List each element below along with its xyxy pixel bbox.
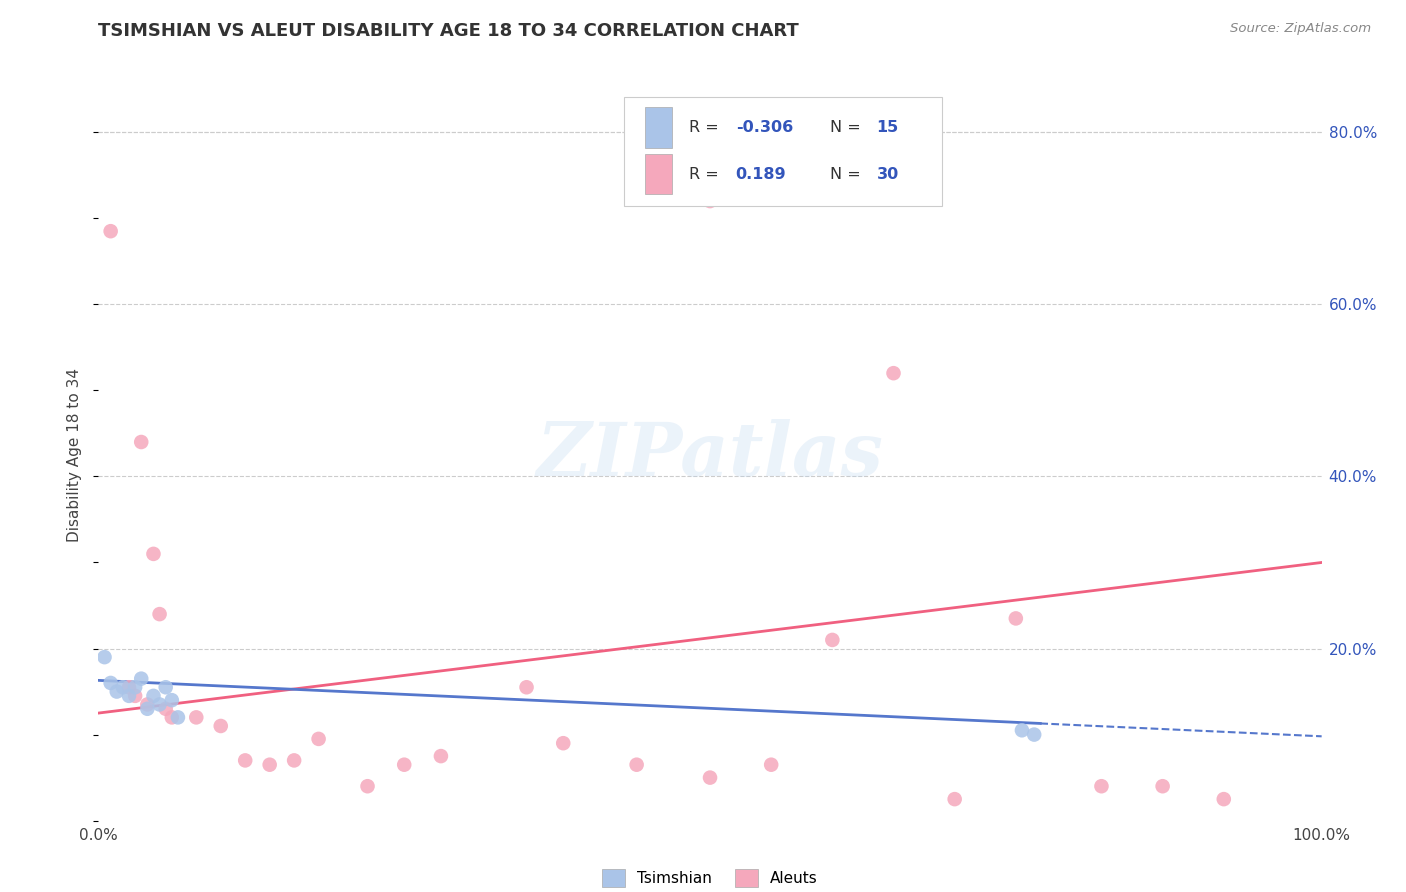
Text: 30: 30 xyxy=(876,168,898,182)
Point xyxy=(430,749,453,764)
Point xyxy=(93,650,115,665)
Text: TSIMSHIAN VS ALEUT DISABILITY AGE 18 TO 34 CORRELATION CHART: TSIMSHIAN VS ALEUT DISABILITY AGE 18 TO … xyxy=(98,22,799,40)
Point xyxy=(118,680,141,694)
Point xyxy=(1004,611,1026,625)
FancyBboxPatch shape xyxy=(645,108,672,148)
Text: N =: N = xyxy=(830,120,866,136)
Point xyxy=(100,676,122,690)
Point xyxy=(699,771,721,785)
Point xyxy=(1090,779,1112,793)
FancyBboxPatch shape xyxy=(624,96,942,206)
Point xyxy=(111,680,134,694)
Text: 15: 15 xyxy=(876,120,898,136)
Text: R =: R = xyxy=(689,120,724,136)
Point xyxy=(515,680,537,694)
Text: -0.306: -0.306 xyxy=(735,120,793,136)
Point xyxy=(1024,728,1046,742)
Point xyxy=(160,710,183,724)
Point xyxy=(142,689,165,703)
Point xyxy=(233,753,256,767)
Point xyxy=(209,719,232,733)
Point xyxy=(1011,723,1033,738)
Point xyxy=(149,698,172,712)
Point xyxy=(308,731,330,746)
Point xyxy=(124,689,146,703)
Point xyxy=(883,366,905,380)
Point xyxy=(155,680,177,694)
Point xyxy=(167,710,190,724)
Point xyxy=(761,757,783,772)
Point xyxy=(124,680,146,694)
Point xyxy=(100,224,122,238)
Point xyxy=(105,684,128,698)
Point xyxy=(136,702,159,716)
FancyBboxPatch shape xyxy=(645,153,672,194)
Point xyxy=(155,702,177,716)
Point xyxy=(356,779,378,793)
Point xyxy=(129,435,152,450)
Point xyxy=(626,757,648,772)
Point xyxy=(129,672,152,686)
Point xyxy=(943,792,966,806)
Y-axis label: Disability Age 18 to 34: Disability Age 18 to 34 xyxy=(67,368,83,542)
Point xyxy=(160,693,183,707)
Point xyxy=(142,547,165,561)
Point xyxy=(118,689,141,703)
Point xyxy=(186,710,208,724)
Legend: Tsimshian, Aleuts: Tsimshian, Aleuts xyxy=(596,863,824,892)
Text: ZIPatlas: ZIPatlas xyxy=(537,418,883,491)
Point xyxy=(699,194,721,208)
Point xyxy=(553,736,575,750)
Text: N =: N = xyxy=(830,168,866,182)
Text: Source: ZipAtlas.com: Source: ZipAtlas.com xyxy=(1230,22,1371,36)
Point xyxy=(259,757,281,772)
Point xyxy=(283,753,305,767)
Point xyxy=(392,757,416,772)
Text: R =: R = xyxy=(689,168,724,182)
Point xyxy=(1152,779,1174,793)
Point xyxy=(149,607,172,621)
Point xyxy=(1212,792,1234,806)
Point xyxy=(136,698,159,712)
Text: 0.189: 0.189 xyxy=(735,168,786,182)
Point xyxy=(821,632,844,647)
